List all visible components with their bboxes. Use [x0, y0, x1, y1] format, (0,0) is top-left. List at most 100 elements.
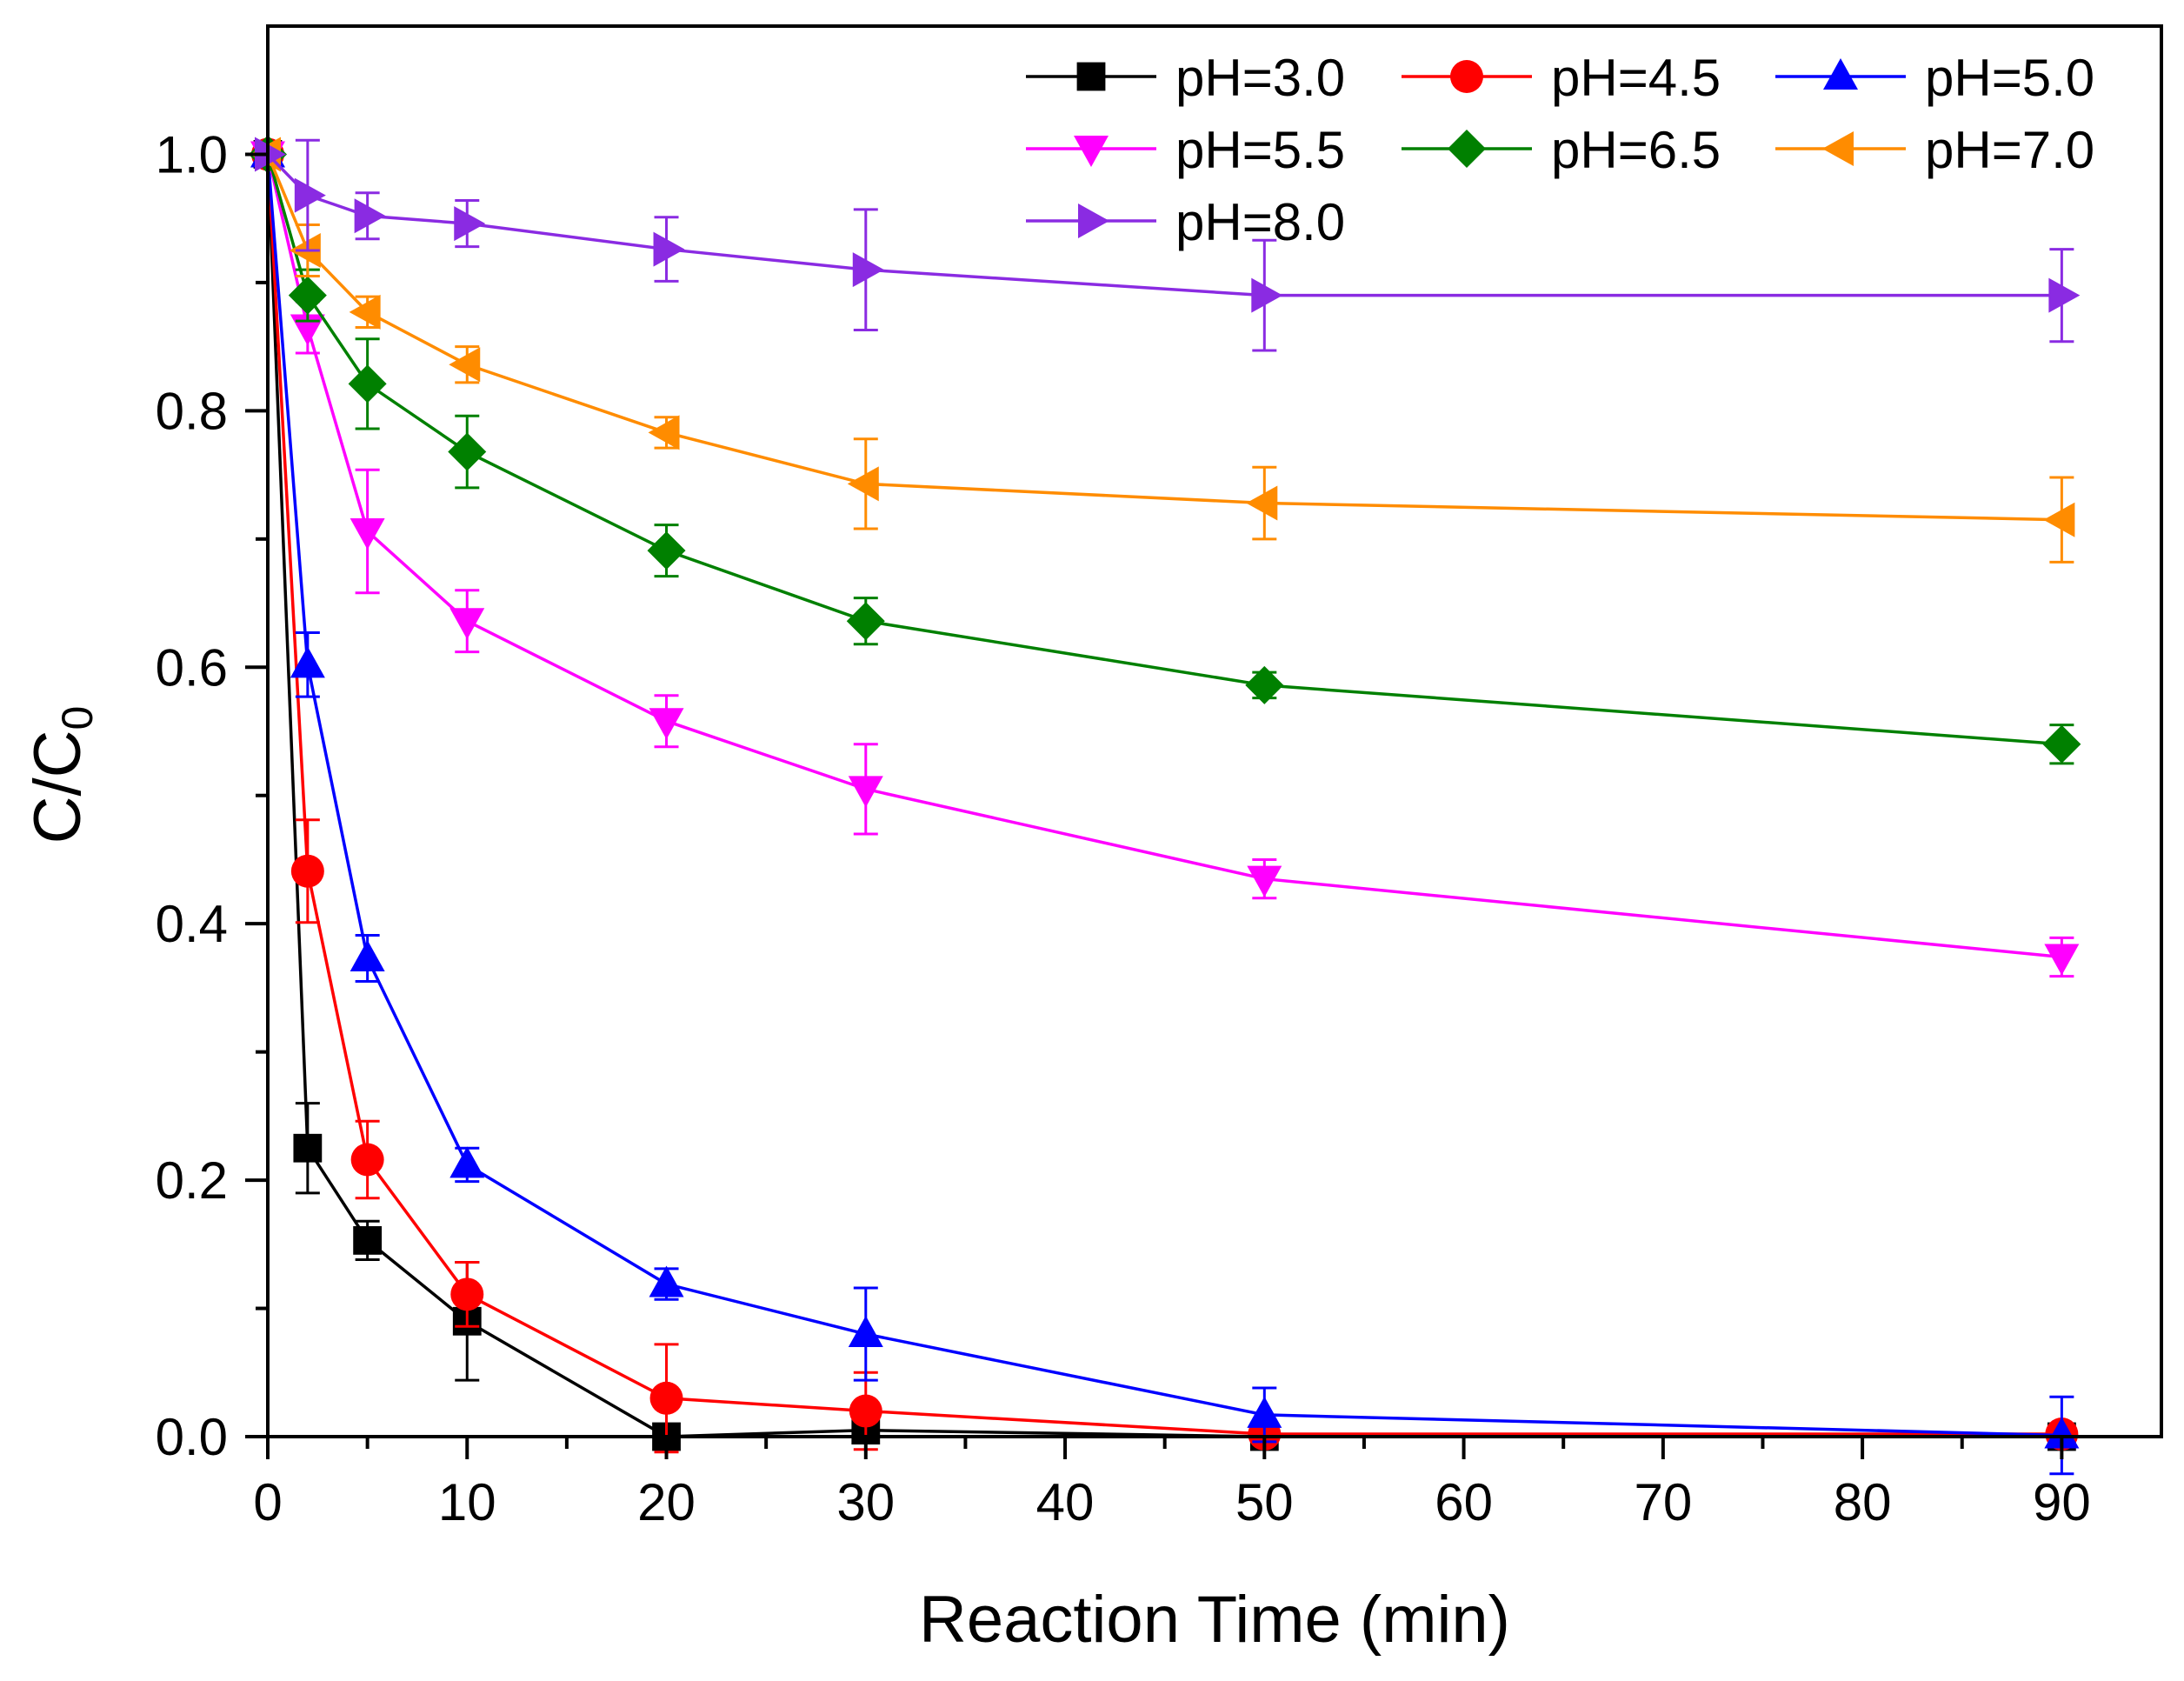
- y-axis-title-subscript: 0: [53, 706, 102, 730]
- y-tick-label: 0.4: [156, 895, 228, 953]
- legend-label: pH=7.0: [1925, 121, 2094, 179]
- data-point: [847, 466, 879, 502]
- data-point: [293, 1133, 323, 1163]
- legend-label: pH=8.0: [1175, 193, 1345, 251]
- data-point: [255, 137, 286, 172]
- data-point: [1247, 865, 1282, 897]
- y-tick-label: 0.0: [156, 1408, 228, 1466]
- data-point: [290, 646, 325, 678]
- series-pH=5.5: [250, 141, 2080, 978]
- data-point: [647, 531, 686, 570]
- series-line: [266, 154, 2062, 1438]
- series-line: [266, 154, 2062, 1438]
- legend-item: pH=3.0: [1026, 49, 1345, 107]
- data-point: [350, 1143, 384, 1177]
- x-tick-label: 40: [1036, 1473, 1095, 1531]
- data-point: [449, 1146, 485, 1178]
- data-point: [849, 1394, 882, 1428]
- x-axis-title: Reaction Time (min): [919, 1583, 1510, 1657]
- data-point: [852, 252, 884, 288]
- data-point: [2043, 502, 2075, 537]
- y-tick-label: 0.6: [156, 638, 228, 697]
- data-point: [1247, 1396, 1282, 1428]
- series-line: [266, 153, 2062, 297]
- data-point: [288, 276, 327, 315]
- legend-label: pH=5.5: [1175, 121, 1345, 179]
- series-pH=6.5: [249, 135, 2081, 765]
- axes-layer: 0 10 20 30 40 50 60 70 80 90 0.0 0.2 0.4 0.6 0.8 1.0: [156, 125, 2091, 1531]
- legend-label: pH=6.5: [1551, 121, 1721, 179]
- data-point: [648, 415, 680, 450]
- legend-item: pH=7.0: [1775, 121, 2094, 179]
- data-point: [448, 432, 487, 471]
- data-point: [349, 294, 381, 330]
- data-point: [454, 206, 486, 242]
- series-pH=3.0: [253, 140, 2076, 1451]
- data-point: [290, 854, 324, 888]
- legend-label: pH=3.0: [1175, 49, 1345, 107]
- data-point: [449, 608, 485, 640]
- legend-label: pH=5.0: [1925, 49, 2094, 107]
- y-tick-label: 1.0: [156, 125, 228, 183]
- data-point: [2044, 1417, 2080, 1449]
- legend-marker: [1078, 203, 1109, 238]
- data-point: [2042, 724, 2081, 764]
- series-line: [266, 154, 2062, 1436]
- data-point: [348, 364, 387, 404]
- legend-item: pH=5.5: [1026, 121, 1345, 179]
- legend-marker: [1074, 136, 1109, 167]
- legend-marker: [1450, 60, 1483, 93]
- y-tick-label: 0.8: [156, 382, 228, 440]
- x-tick-label: 90: [2033, 1473, 2091, 1531]
- legend-marker: [1823, 58, 1858, 90]
- data-point: [2044, 944, 2080, 976]
- data-point: [649, 1265, 684, 1297]
- plot-frame: [266, 24, 2163, 1438]
- legend: pH=3.0 pH=4.5 pH=5.0 pH=5.5 pH=6.5 pH=7.0 pH=8…: [1026, 49, 2094, 251]
- x-tick-label: 70: [1634, 1473, 1692, 1531]
- data-point: [649, 1381, 683, 1415]
- x-tick-label: 80: [1834, 1473, 1892, 1531]
- legend-item: pH=6.5: [1402, 121, 1721, 179]
- data-point: [353, 1225, 383, 1255]
- y-tick-label: 0.2: [156, 1151, 228, 1210]
- series-layer: [249, 135, 2081, 1476]
- data-point: [1246, 485, 1278, 521]
- data-point: [1245, 665, 1284, 704]
- data-point: [350, 517, 385, 550]
- legend-marker: [1076, 62, 1106, 91]
- series-line: [266, 153, 2062, 746]
- legend-item: pH=8.0: [1026, 193, 1345, 251]
- y-axis-title: C/C0: [21, 706, 102, 844]
- x-tick-label: 0: [253, 1473, 282, 1531]
- data-point: [450, 1277, 484, 1311]
- data-point: [649, 708, 684, 740]
- legend-marker: [1448, 130, 1486, 168]
- data-point: [354, 198, 386, 234]
- data-point: [449, 347, 481, 383]
- series-pH=4.5: [251, 137, 2079, 1454]
- series-line: [266, 154, 2062, 959]
- series-pH=5.0: [250, 136, 2080, 1476]
- data-point: [350, 939, 385, 971]
- legend-item: pH=5.0: [1775, 49, 2094, 107]
- legend-marker: [1822, 131, 1854, 166]
- data-point: [1251, 277, 1283, 313]
- series-pH=8.0: [255, 137, 2081, 352]
- series-pH=7.0: [250, 137, 2075, 564]
- x-tick-label: 30: [836, 1473, 895, 1531]
- data-point: [848, 776, 883, 808]
- legend-label: pH=4.5: [1551, 49, 1721, 107]
- data-point: [848, 1316, 883, 1348]
- x-tick-label: 50: [1235, 1473, 1294, 1531]
- series-line: [266, 153, 2062, 522]
- data-point: [2048, 277, 2081, 313]
- y-axis-title-main: C/C: [21, 730, 95, 844]
- data-point: [846, 602, 885, 641]
- x-tick-label: 60: [1435, 1473, 1493, 1531]
- x-tick-label: 20: [637, 1473, 696, 1531]
- data-point: [294, 177, 326, 213]
- x-tick-label: 10: [438, 1473, 496, 1531]
